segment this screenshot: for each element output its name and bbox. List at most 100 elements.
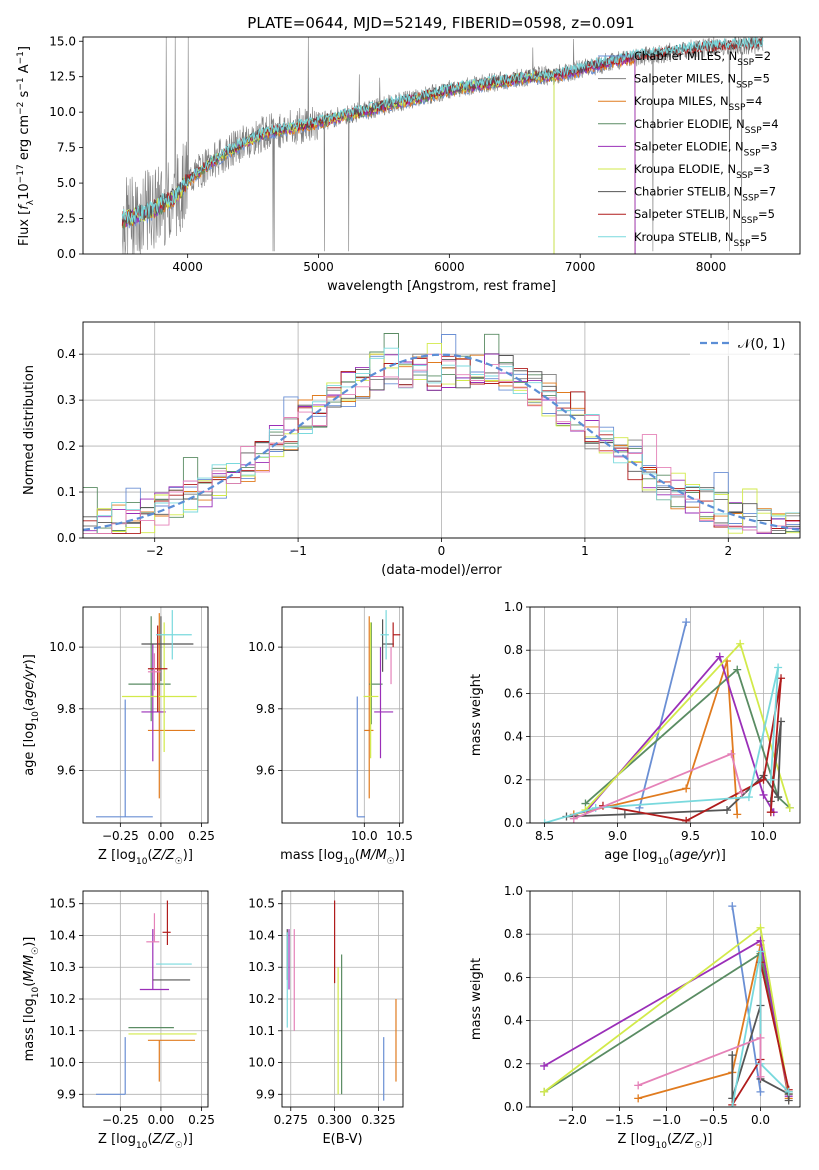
- y-axis-label-part: age/yr: [22, 663, 37, 706]
- x-axis-label-part: (: [147, 1132, 152, 1147]
- y-axis-label-part: −1: [16, 51, 26, 64]
- legend-label: Salpeter ELODIE, NSSP=3: [634, 139, 777, 158]
- weight-marker: [733, 810, 742, 819]
- histogram-step: [83, 353, 800, 534]
- y-axis-label-part: s: [17, 90, 32, 101]
- legend-label-suffix: =5: [753, 72, 770, 86]
- x-tick-label: 10.0: [750, 829, 777, 843]
- plot-area: [95, 610, 197, 818]
- weight-line: [584, 668, 791, 809]
- y-axis-label-part: 10: [17, 183, 32, 200]
- plot-area: [540, 618, 794, 823]
- x-axis-label-part: 10: [136, 857, 148, 867]
- y-axis-label-part: −17: [16, 164, 26, 183]
- weight-marker: [756, 947, 765, 956]
- x-axis-label: (data-model)/error: [381, 563, 502, 578]
- x-axis-label-part: Z [: [98, 848, 116, 863]
- x-axis-label-part: )]: [183, 1132, 193, 1147]
- x-tick-label: 10.5: [386, 829, 413, 843]
- weight-marker: [756, 1072, 765, 1081]
- weight-marker: [540, 1061, 549, 1070]
- plot-area: [95, 900, 197, 1095]
- x-tick-label: 0.325: [361, 1113, 395, 1127]
- legend-label-suffix: =5: [750, 230, 767, 244]
- x-tick-label: −1.0: [652, 1113, 681, 1127]
- weight-marker: [766, 808, 775, 817]
- legend-label: Salpeter STELIB, NSSP=5: [634, 207, 775, 226]
- x-axis-label-part: Z/Z: [152, 1132, 176, 1147]
- y-tick-label: 0.0: [504, 1100, 523, 1114]
- x-axis-label-part: age/yr: [674, 848, 717, 863]
- x-tick-label: 0.275: [274, 1113, 308, 1127]
- weight-marker: [736, 639, 745, 648]
- weight-marker: [682, 784, 691, 793]
- weight-marker: [682, 816, 691, 823]
- legend-label-text: Kroupa ELODIE, N: [634, 162, 736, 176]
- y-tick-label: 0.0: [504, 816, 523, 830]
- y-tick-label: 10.5: [49, 897, 76, 911]
- y-axis-label-part: A: [17, 64, 32, 77]
- weight-line: [584, 654, 775, 813]
- legend-label: Chabrier ELODIE, NSSP=4: [634, 117, 779, 136]
- y-axis-label: mass [log10(M/M☉)]: [22, 937, 41, 1062]
- x-axis-label-part: )]: [395, 848, 405, 863]
- weight-marker: [774, 793, 783, 802]
- legend-label-sub: SSP: [736, 171, 753, 181]
- legend-label: Kroupa STELIB, NSSP=5: [634, 230, 767, 249]
- y-tick-label: 9.9: [256, 1087, 275, 1101]
- y-axis-label-part: (: [22, 706, 37, 711]
- x-tick-label: 10.0: [351, 829, 378, 843]
- panel-residuals: −2 −1 0 1 2 0.0 0.1 0.2 0.3 0.4 𝒩(0, 1) (data-model…: [22, 321, 801, 578]
- x-axis-label: Z [log10(Z/Z☉)]: [98, 1132, 193, 1151]
- y-tick-label: 10.2: [49, 992, 76, 1006]
- y-tick-label: 1.0: [504, 600, 523, 614]
- histogram-step: [83, 355, 800, 534]
- x-axis-label-part: log: [116, 848, 136, 863]
- y-axis-label-part: ☉: [31, 947, 41, 955]
- weight-marker: [737, 788, 746, 797]
- axes-frame: [82, 321, 801, 539]
- x-tick-label: 0: [438, 544, 446, 558]
- x-axis-label-part: Z/Z: [152, 848, 176, 863]
- x-axis-label-part: (data-model)/error: [381, 563, 502, 578]
- legend-label-suffix: =3: [753, 162, 770, 176]
- y-axis-label-part: λ: [26, 199, 36, 205]
- y-axis-label: Normed distribution: [22, 365, 37, 495]
- x-tick-label: −1.5: [605, 1113, 634, 1127]
- weight-marker: [784, 1087, 793, 1096]
- panel-age_vs_Z: −0.25 0.00 0.259.69.810.0Z [log10(Z/Z☉)]ag…: [22, 606, 215, 867]
- y-tick-label: 10.0: [248, 1056, 275, 1070]
- plot-area: [83, 333, 800, 534]
- y-axis-label-part: mass weight: [469, 674, 484, 756]
- y-tick-label: 0.2: [504, 1057, 523, 1071]
- y-tick-label: 0.6: [504, 686, 523, 700]
- legend-label-text: Salpeter MILES, N: [634, 72, 736, 86]
- weight-marker: [774, 663, 783, 672]
- y-tick-label: 10.1: [49, 1024, 76, 1038]
- x-axis-label-part: 10: [136, 1141, 148, 1151]
- y-tick-label: 9.6: [256, 764, 275, 778]
- legend-label-sub: SSP: [744, 148, 761, 158]
- legend-label-sub: SSP: [742, 194, 759, 204]
- weight-marker: [723, 806, 732, 815]
- y-tick-label: 2.5: [57, 212, 76, 226]
- x-tick-label: 1: [581, 544, 589, 558]
- x-axis-label-part: Z [: [98, 1132, 116, 1147]
- y-axis-label-part: −1: [16, 77, 26, 90]
- y-axis-label: mass weight: [469, 674, 484, 756]
- x-tick-label: −0.25: [102, 1113, 139, 1127]
- x-axis-label-part: ☉: [694, 1141, 702, 1151]
- y-tick-label: 0.3: [57, 393, 76, 407]
- x-axis-label-part: 10: [655, 1141, 667, 1151]
- y-tick-label: 10.0: [49, 1056, 76, 1070]
- legend-label: Salpeter MILES, NSSP=5: [634, 72, 770, 91]
- x-tick-label: −0.5: [699, 1113, 728, 1127]
- y-tick-label: 0.8: [504, 643, 523, 657]
- plot-area: [356, 610, 401, 818]
- axes-frame: [82, 36, 801, 255]
- x-tick-label: 4000: [172, 260, 203, 274]
- x-tick-label: 9.5: [681, 829, 700, 843]
- legend-label-text: Chabrier ELODIE, N: [634, 117, 745, 131]
